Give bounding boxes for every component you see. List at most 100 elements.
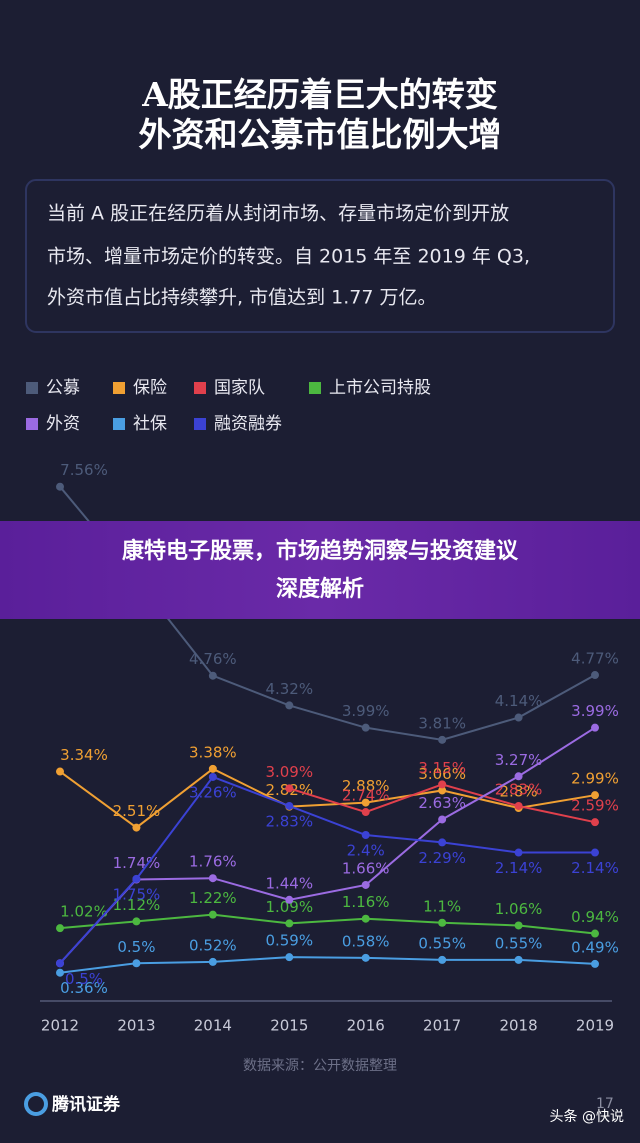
series-line [59,775,595,964]
point [514,955,523,964]
data-label: 0.5% [65,970,103,988]
banner [0,521,640,619]
data-label: 0.94% [571,908,619,926]
data-label: 2.8% [500,783,538,801]
data-label: 1.12% [113,896,161,914]
point [285,784,294,793]
data-label: 0.59% [265,932,313,950]
series-line [59,913,596,935]
data-label: 2.99% [571,770,619,788]
point [361,953,370,962]
x-tick-label: 2017 [423,1017,461,1035]
data-label: 1.76% [189,853,237,871]
legend-label: 上市公司持股 [329,378,431,398]
legend-swatch [309,382,321,394]
point [591,848,599,857]
brand: 腾讯证券 [52,1094,121,1115]
legend-label: 社保 [133,414,167,434]
data-label: 2.83% [495,780,543,798]
data-label: 2.83% [265,812,313,830]
x-tick-label: 2013 [117,1017,155,1035]
point [361,723,370,732]
point [208,764,217,773]
point [438,735,447,744]
legend-label: 保险 [133,378,167,398]
legend-label: 国家队 [214,378,265,398]
data-label: 1.06% [495,900,543,918]
data-label: 1.16% [342,893,390,911]
data-label: 2.29% [418,849,466,867]
legend-swatch [26,418,38,430]
series-line [59,726,596,964]
data-label: 2.51% [113,802,161,820]
data-label: 2.88% [342,777,390,795]
data-label: 2.14% [495,859,543,877]
point [514,848,523,857]
data-label: 1.1% [423,897,461,915]
data-label: 1.44% [265,874,313,892]
point [132,823,141,832]
data-label: 2.63% [418,794,466,812]
data-label: 0.58% [342,932,390,950]
legend-swatch [194,418,206,430]
point [514,772,523,781]
x-tick-label: 2012 [41,1017,79,1035]
intro-text: 市场、增量市场定价的转变。自 2015 年至 2019 年 Q3, [47,246,530,268]
data-label: 3.09% [265,763,313,781]
data-label: 3.99% [342,702,390,720]
intro-text: 外资市值占比持续攀升, 市值达到 1.77 万亿。 [47,287,436,309]
legend-label: 外资 [46,414,80,434]
point [438,918,447,927]
legend-swatch [194,382,206,394]
data-label: 3.06% [418,765,466,783]
data-label: 0.36% [60,979,108,997]
data-label: 4.14% [495,692,543,710]
point [361,808,370,817]
point [438,815,447,824]
banner-text: 康特电子股票，市场趋势洞察与投资建议 [122,538,519,564]
point [438,786,447,795]
legend-label: 融资融券 [214,414,282,434]
title: 外资和公募市值比例大增 [139,115,502,154]
legend-label: 公募 [46,378,80,398]
data-label: 7.56% [60,461,108,479]
point [591,791,599,800]
x-tick-label: 2019 [576,1017,614,1035]
data-label: 4.32% [265,680,313,698]
data-label: 1.66% [342,859,390,877]
point [208,910,217,919]
point [514,921,523,930]
legend-swatch [113,382,125,394]
point [514,713,523,722]
intro-text: 当前 A 股正在经历着从封闭市场、存量市场定价到开放 [47,203,509,225]
point [132,917,141,926]
legend-swatch [113,418,125,430]
point [285,701,294,710]
point [361,914,370,923]
data-label: 3.99% [571,702,619,720]
data-label: 1.75% [113,885,161,903]
series-line [59,767,596,829]
point [438,780,447,789]
point [361,798,370,807]
title: A股正经历着巨大的转变 [141,75,498,114]
data-label: 2.74% [342,787,390,805]
x-tick-label: 2015 [270,1017,308,1035]
point [285,801,294,810]
point [56,968,64,977]
data-label: 4.77% [571,650,619,668]
point [56,924,64,933]
data-label: 3.81% [418,714,466,732]
point [591,671,599,680]
page-number: 17 [596,1096,614,1112]
point [56,959,64,968]
data-label: 1.74% [113,854,161,872]
data-label: 4.76% [189,650,237,668]
point [591,723,599,732]
intro-box [25,179,615,333]
data-label: 3.15% [418,759,466,777]
point [285,919,294,928]
data-label: 1.09% [265,898,313,916]
